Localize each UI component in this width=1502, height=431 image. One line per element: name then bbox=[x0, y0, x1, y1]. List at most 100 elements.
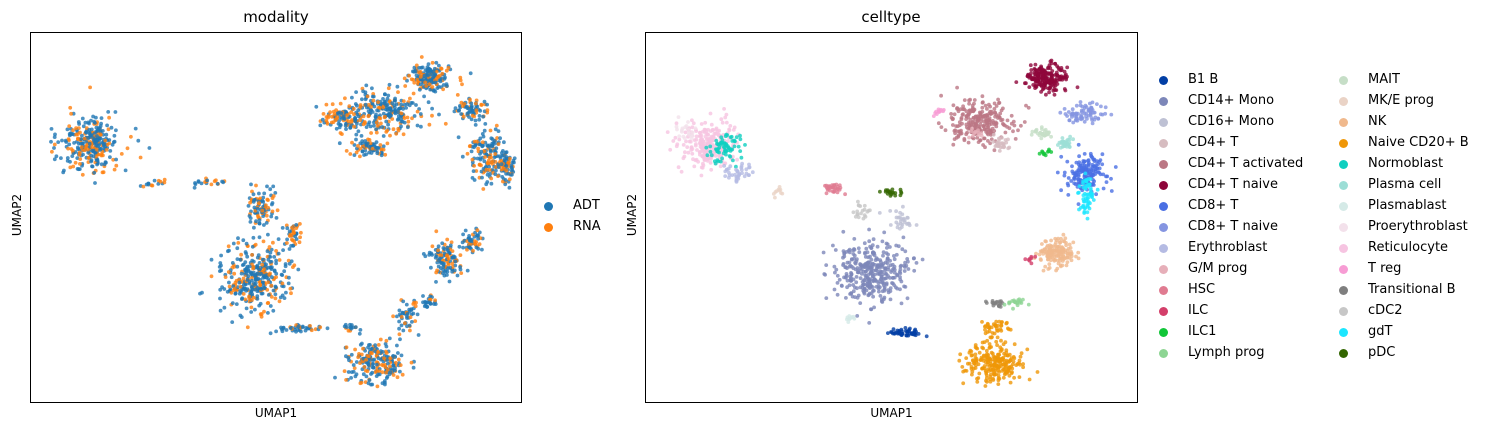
celltype-point bbox=[1060, 136, 1065, 140]
rna-point bbox=[362, 365, 367, 369]
celltype-point bbox=[1040, 78, 1045, 82]
adt-point bbox=[106, 110, 111, 114]
rna-point bbox=[495, 136, 499, 140]
adt-point bbox=[448, 243, 453, 248]
celltype-point bbox=[865, 276, 870, 280]
celltype-point bbox=[735, 169, 740, 174]
celltype-point bbox=[962, 138, 967, 143]
celltype-point bbox=[894, 209, 898, 214]
celltype-point bbox=[1067, 137, 1072, 142]
rna-point bbox=[349, 110, 354, 114]
rna-point bbox=[247, 294, 251, 299]
rna-point bbox=[366, 103, 371, 107]
legend-marker bbox=[1159, 328, 1168, 337]
celltype-point bbox=[1046, 66, 1050, 71]
celltype-point bbox=[835, 281, 840, 285]
rna-point bbox=[479, 102, 484, 107]
celltype-point bbox=[1082, 206, 1087, 211]
rna-point bbox=[335, 115, 339, 120]
celltype-point bbox=[999, 320, 1004, 325]
celltype-point bbox=[839, 283, 844, 288]
celltype-point bbox=[884, 251, 889, 256]
celltype-point bbox=[856, 199, 860, 204]
celltype-point bbox=[844, 296, 848, 300]
rna-point bbox=[396, 126, 401, 131]
rna-point bbox=[383, 114, 387, 119]
celltype-point bbox=[842, 254, 847, 259]
celltype-point bbox=[1095, 187, 1100, 192]
rna-point bbox=[487, 155, 492, 160]
adt-point bbox=[438, 266, 443, 270]
adt-point bbox=[91, 154, 96, 159]
adt-point bbox=[494, 146, 499, 151]
modality-ylabel: UMAP2 bbox=[10, 193, 24, 237]
adt-point bbox=[273, 191, 278, 195]
celltype-point bbox=[981, 353, 986, 358]
adt-point bbox=[463, 228, 468, 233]
adt-point bbox=[477, 230, 482, 235]
adt-point bbox=[404, 302, 409, 307]
rna-point bbox=[430, 244, 435, 249]
rna-point bbox=[98, 132, 103, 137]
adt-point bbox=[351, 369, 356, 374]
adt-point bbox=[262, 274, 267, 279]
rna-point bbox=[258, 282, 263, 287]
celltype-point bbox=[1052, 258, 1057, 263]
rna-point bbox=[344, 345, 349, 350]
celltype-point bbox=[842, 251, 847, 255]
celltype-point bbox=[686, 127, 691, 132]
adt-point bbox=[504, 150, 509, 154]
adt-point bbox=[333, 375, 337, 380]
celltype-point bbox=[970, 372, 974, 377]
celltype-point bbox=[885, 261, 890, 266]
adt-point bbox=[512, 156, 517, 161]
rna-point bbox=[329, 120, 334, 125]
adt-point bbox=[296, 328, 301, 333]
adt-point bbox=[453, 106, 458, 110]
rna-point bbox=[487, 168, 492, 172]
rna-point bbox=[285, 241, 289, 245]
celltype-point bbox=[780, 191, 785, 196]
rna-point bbox=[354, 150, 359, 155]
celltype-point bbox=[955, 124, 960, 129]
legend-label: Reticulocyte bbox=[1368, 240, 1449, 255]
celltype-point bbox=[1077, 160, 1082, 165]
adt-point bbox=[366, 122, 371, 127]
celltype-point bbox=[703, 120, 708, 125]
celltype-point bbox=[847, 250, 852, 255]
celltype-point bbox=[983, 384, 988, 388]
adt-point bbox=[249, 182, 253, 187]
legend-marker bbox=[1159, 307, 1168, 316]
adt-point bbox=[233, 291, 238, 296]
celltype-point bbox=[1067, 242, 1072, 247]
adt-point bbox=[255, 207, 260, 211]
celltype-point bbox=[871, 237, 876, 242]
rna-point bbox=[280, 281, 285, 286]
celltype-point bbox=[888, 276, 892, 280]
adt-point bbox=[266, 232, 270, 237]
celltype-point bbox=[1074, 111, 1079, 116]
celltype-point bbox=[1058, 259, 1062, 263]
adt-point bbox=[247, 264, 252, 269]
celltype-point bbox=[967, 123, 972, 127]
celltype-point bbox=[985, 107, 989, 111]
adt-point bbox=[447, 251, 452, 256]
adt-point bbox=[90, 148, 94, 153]
celltype-point bbox=[1069, 179, 1074, 183]
adt-point bbox=[440, 241, 445, 246]
celltype-point bbox=[982, 127, 987, 132]
rna-point bbox=[277, 258, 282, 262]
celltype-point bbox=[976, 376, 981, 380]
celltype-point bbox=[855, 314, 860, 318]
rna-point bbox=[413, 319, 418, 323]
adt-point bbox=[96, 144, 100, 149]
rna-point bbox=[408, 315, 413, 320]
rna-point bbox=[277, 299, 282, 304]
celltype-point bbox=[724, 120, 729, 125]
adt-point bbox=[255, 271, 260, 276]
celltype-point bbox=[1065, 159, 1070, 164]
celltype-point bbox=[1090, 195, 1094, 200]
adt-point bbox=[242, 282, 246, 287]
celltype-point bbox=[895, 328, 900, 333]
adt-point bbox=[387, 336, 392, 341]
